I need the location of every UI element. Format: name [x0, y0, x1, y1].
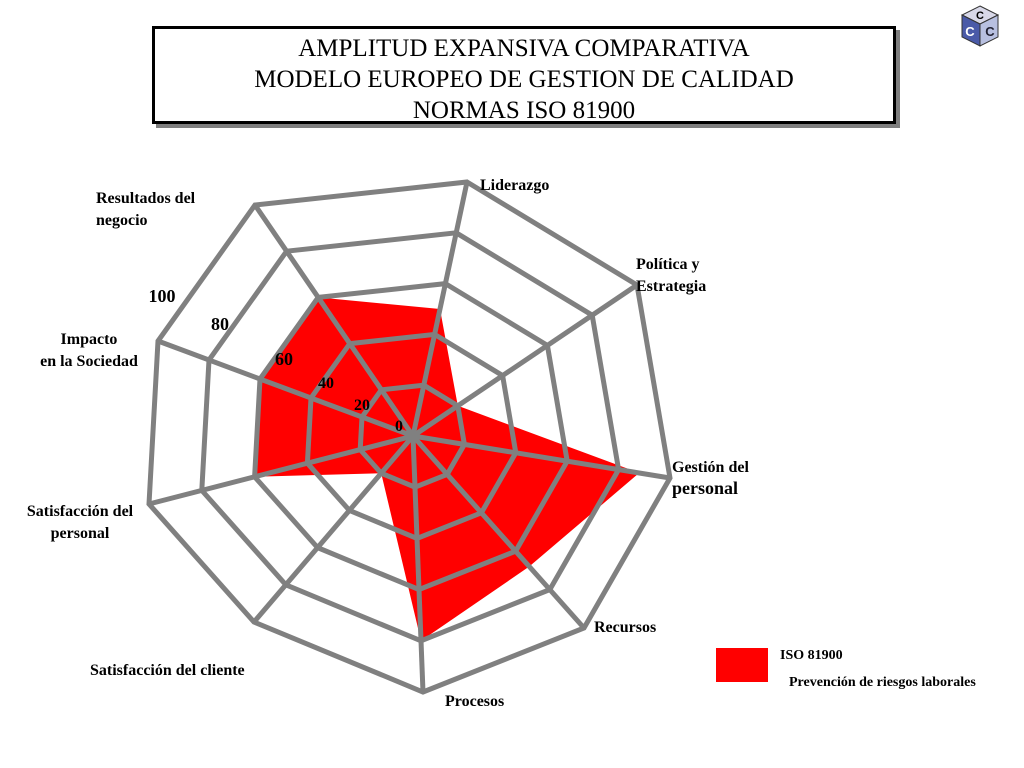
axis-label-2-line2: personal — [672, 478, 738, 498]
axis-label-4: Procesos — [445, 693, 504, 710]
axis-label-0: Liderazgo — [480, 177, 549, 194]
axis-label-1-line2: Estrategia — [636, 278, 706, 295]
axis-label-5: Satisfacción del cliente — [90, 662, 245, 679]
axis-label-8: Resultados del — [96, 190, 196, 207]
logo-letter-top: C — [976, 10, 984, 22]
title-line-1: AMPLITUD EXPANSIVA COMPARATIVA — [298, 35, 750, 62]
axis-label-6: Satisfacción del — [27, 503, 134, 520]
title-line-3: NORMAS ISO 81900 — [412, 97, 636, 124]
ring-label-40: 40 — [318, 375, 334, 392]
logo-letter-left: C — [965, 24, 975, 39]
spoke-4 — [410, 435, 426, 693]
spoke-8 — [252, 203, 416, 438]
cube-logo-icon: C C C — [960, 5, 1000, 47]
legend-series-label: ISO 81900 — [780, 648, 843, 663]
axis-label-8-line2: negocio — [96, 212, 148, 229]
ring-label-20: 20 — [354, 397, 370, 414]
axis-label-7: Impacto — [61, 331, 118, 348]
title-line-2: MODELO EUROPEO DE GESTION DE CALIDAD — [254, 66, 794, 93]
ring-label-100: 100 — [149, 286, 176, 306]
chart-title-box: AMPLITUD EXPANSIVA COMPARATIVA MODELO EU… — [152, 26, 896, 124]
spoke-3 — [411, 434, 586, 630]
spoke-6 — [148, 433, 414, 507]
series-area-0 — [254, 297, 640, 641]
legend-note: Prevención de riesgos laborales — [789, 675, 976, 690]
spoke-0 — [410, 181, 470, 437]
axis-label-2: Gestión del — [672, 459, 749, 476]
legend-swatch — [716, 648, 768, 682]
spoke-2 — [412, 433, 671, 481]
axis-label-1: Política y — [636, 256, 700, 273]
axis-label-7-line2: en la Sociedad — [40, 353, 138, 370]
ring-label-0: 0 — [395, 418, 403, 435]
ring-label-60: 60 — [275, 349, 293, 369]
logo-letter-right: C — [985, 24, 995, 39]
grid-ring-20 — [357, 382, 468, 490]
grid-ring-80 — [199, 230, 622, 644]
spoke-1 — [411, 282, 639, 439]
spoke-5 — [252, 434, 415, 624]
grid-ring-40 — [304, 331, 519, 542]
axis-label-3: Recursos — [594, 619, 656, 636]
ring-label-80: 80 — [211, 314, 229, 334]
axis-label-6-line2: personal — [51, 525, 110, 542]
grid-ring-100 — [146, 179, 673, 695]
spoke-7 — [157, 338, 414, 439]
grid-ring-60 — [252, 281, 570, 593]
